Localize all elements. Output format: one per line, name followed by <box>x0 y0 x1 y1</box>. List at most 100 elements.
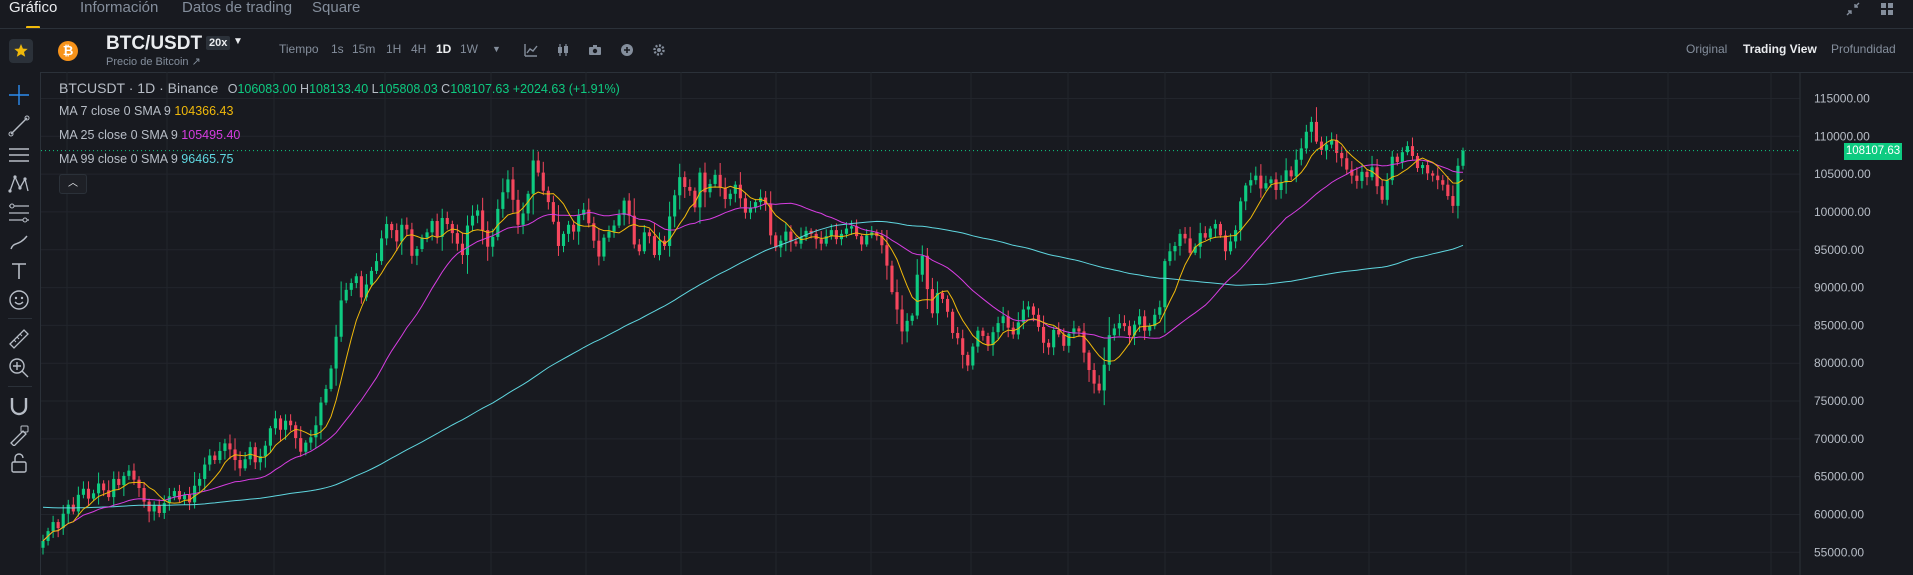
emoji-icon[interactable] <box>8 289 30 311</box>
zoom-in-icon[interactable] <box>8 357 30 379</box>
candle-body <box>910 315 914 321</box>
candle-body <box>117 478 121 485</box>
brush-icon[interactable] <box>8 231 30 253</box>
candle-body <box>1021 309 1025 323</box>
candle-body <box>1031 306 1036 315</box>
tab-datos-de-trading[interactable]: Datos de trading <box>182 0 293 16</box>
price-axis-label: 115000.00 <box>1814 91 1870 105</box>
price-chart[interactable]: 115000.00 110000.00 105000.00 100000.00 9500… <box>41 72 1913 575</box>
symbol-name[interactable]: BTC/USDT <box>106 33 203 54</box>
candle-body <box>1052 329 1056 348</box>
candle-body <box>855 226 859 237</box>
interval-more-chevron-icon[interactable]: ▼ <box>492 44 501 54</box>
candle-body <box>1087 352 1091 371</box>
trend-line-icon[interactable] <box>8 115 30 137</box>
candle-body <box>142 488 146 502</box>
view-trading-view[interactable]: Trading View <box>1743 42 1817 56</box>
collapse-legend-button[interactable]: ︿ <box>59 174 87 194</box>
candle-type-icon[interactable] <box>556 43 570 57</box>
add-circle-icon[interactable] <box>620 43 634 57</box>
candle-body <box>940 292 945 299</box>
candle-body <box>1138 316 1142 325</box>
fibonacci-icon[interactable] <box>8 202 30 224</box>
candle-body <box>703 172 707 193</box>
candle-body <box>334 336 338 369</box>
candle-body <box>784 231 788 241</box>
candle-body <box>1415 155 1420 169</box>
candle-body <box>708 183 712 193</box>
candle-body <box>804 230 808 237</box>
collapse-icon[interactable] <box>1846 2 1860 16</box>
candle-body <box>1355 175 1359 181</box>
candle-body <box>1426 165 1430 174</box>
candle-body <box>1183 233 1187 239</box>
candle-body <box>1324 144 1329 150</box>
candle-body <box>779 240 783 248</box>
text-tool-icon[interactable] <box>8 260 30 282</box>
candle-body <box>127 470 131 476</box>
candle-body <box>496 208 500 237</box>
crosshair-icon[interactable] <box>8 84 30 106</box>
candle-body <box>597 240 601 257</box>
candle-body <box>860 236 864 245</box>
candle-body <box>273 418 278 429</box>
ma7-legend[interactable]: MA 7 close 0 SMA 9 104366.43 <box>59 104 234 118</box>
candle-body <box>1269 179 1273 184</box>
magnet-icon[interactable] <box>8 395 30 417</box>
symbol-subtitle-link[interactable]: Precio de Bitcoin ↗ <box>106 56 201 68</box>
candle-body <box>607 231 611 238</box>
candle-body <box>637 244 641 252</box>
favorite-button[interactable] <box>9 39 33 63</box>
candle-body <box>1218 224 1223 236</box>
candle-body <box>991 332 995 346</box>
chart-toolbar: ₿ BTC/USDT 20x ▼ Precio de Bitcoin ↗ Tie… <box>0 28 1913 73</box>
interval-15m[interactable]: 15m <box>352 42 376 56</box>
candle-body <box>1072 328 1076 334</box>
ma99-legend[interactable]: MA 99 close 0 SMA 9 96465.75 <box>59 152 234 166</box>
candle-body <box>546 190 550 203</box>
tab-square[interactable]: Square <box>312 0 361 16</box>
candle-body <box>1294 159 1298 177</box>
unlock-icon[interactable] <box>8 452 30 474</box>
interval-1h[interactable]: 1H <box>386 42 402 56</box>
interval-1s[interactable]: 1s <box>331 42 344 56</box>
tab-informacion[interactable]: Información <box>80 0 159 16</box>
interval-tiempo[interactable]: Tiempo <box>279 42 319 56</box>
candle-body <box>733 184 737 194</box>
gear-icon[interactable] <box>652 43 666 57</box>
candle-body <box>1456 165 1460 206</box>
tab-grafico[interactable]: Gráfico <box>9 0 58 16</box>
interval-1w[interactable]: 1W <box>460 42 478 56</box>
price-axis-label: 110000.00 <box>1814 129 1870 143</box>
pattern-icon[interactable] <box>8 173 30 195</box>
candle-body <box>556 221 561 246</box>
candle-body <box>1132 324 1137 336</box>
camera-icon[interactable] <box>588 43 602 57</box>
view-original[interactable]: Original <box>1686 42 1728 56</box>
price-axis-label: 70000.00 <box>1814 432 1864 446</box>
horizontal-lines-icon[interactable] <box>8 144 30 166</box>
candle-body <box>1178 233 1182 246</box>
interval-4h[interactable]: 4H <box>411 42 427 56</box>
ruler-icon[interactable] <box>8 328 30 350</box>
candle-body <box>152 505 156 512</box>
candle-body <box>1047 342 1051 348</box>
candle-body <box>465 225 470 256</box>
interval-1d[interactable]: 1D <box>436 42 452 56</box>
candle-body <box>1213 224 1217 229</box>
candle-body <box>1107 335 1111 365</box>
view-profundidad[interactable]: Profundidad <box>1831 42 1896 56</box>
candle-body <box>66 504 70 514</box>
leverage-badge[interactable]: 20x <box>206 36 231 50</box>
close-value: 108107.63 <box>450 82 510 96</box>
lock-drawing-icon[interactable] <box>8 424 30 446</box>
price-axis-label: 60000.00 <box>1814 507 1864 521</box>
candle-body <box>1127 326 1132 336</box>
candle-body <box>723 187 727 200</box>
layout-grid-icon[interactable] <box>1880 2 1894 16</box>
indicator-icon[interactable] <box>524 43 538 57</box>
ma25-legend[interactable]: MA 25 close 0 SMA 9 105495.40 <box>59 128 241 142</box>
chevron-down-icon[interactable]: ▼ <box>233 36 243 47</box>
candle-body <box>253 447 257 463</box>
candle-body <box>460 243 464 256</box>
